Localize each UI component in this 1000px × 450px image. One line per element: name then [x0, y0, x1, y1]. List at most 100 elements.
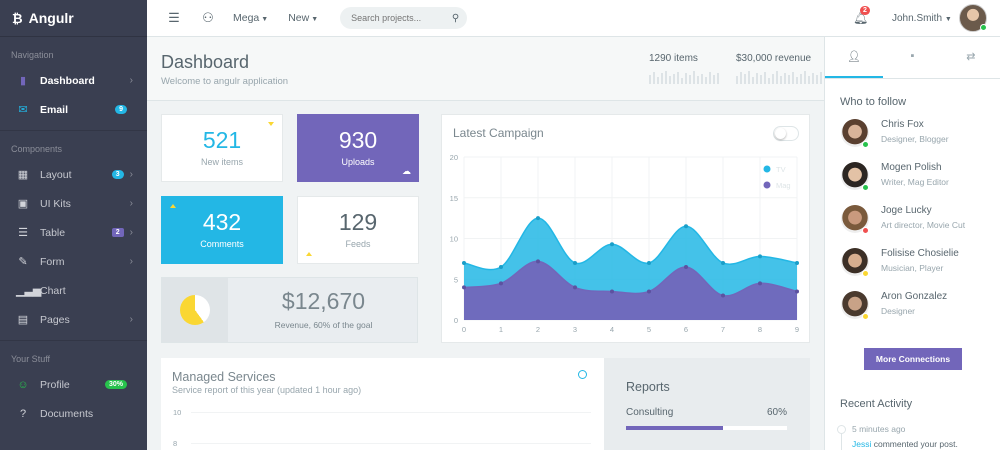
sidebar-item-form[interactable]: ✎ Form ›	[0, 247, 147, 276]
sidebar-item-label: Pages	[40, 313, 70, 326]
data-point	[536, 259, 540, 264]
follow-item[interactable]: Joge Lucky Art director, Movie Cut	[825, 202, 1000, 245]
reports-title: Reports	[626, 380, 670, 394]
chevron-right-icon: ›	[129, 256, 133, 267]
data-point	[684, 224, 688, 229]
user-menu[interactable]: John.Smith ▼	[892, 13, 952, 24]
email-count-badge: 9	[115, 105, 127, 114]
brand-name: Angulr	[28, 10, 74, 26]
question-icon: ?	[19, 407, 27, 420]
avatar[interactable]	[959, 4, 987, 32]
follow-item[interactable]: Folisise Chosielie Musician, Player	[825, 245, 1000, 288]
data-point	[610, 289, 614, 294]
search-icon[interactable]: ⚲	[451, 12, 460, 24]
tile-new-items[interactable]: 521 New items	[161, 114, 283, 182]
sidebar-item-dashboard[interactable]: ▮ Dashboard ›	[0, 66, 147, 95]
tile-value: 930	[338, 127, 378, 153]
person-name[interactable]: Joge Lucky	[881, 205, 932, 216]
caret-down-icon: ▼	[261, 16, 269, 23]
sidebar-item-layout[interactable]: ▦ Layout 3 ›	[0, 160, 147, 189]
sidebar-item-label: Table	[40, 226, 66, 239]
more-connections-button[interactable]: More Connections	[864, 348, 962, 370]
follow-item[interactable]: Aron Gonzalez Designer	[825, 288, 1000, 331]
page-subtitle: Welcome to angulr application	[161, 76, 289, 87]
person-role: Musician, Player	[881, 263, 944, 273]
tab-users[interactable]: 👤︎	[825, 37, 884, 78]
sidebar-item-label: Email	[40, 103, 69, 116]
mega-menu[interactable]: Mega ▼	[233, 12, 268, 24]
status-dot	[862, 141, 869, 148]
sidebar-item-ui-kits[interactable]: ▣ UI Kits ›	[0, 189, 147, 218]
y-tick-label: 5	[454, 275, 458, 284]
status-dot	[862, 227, 869, 234]
activity-message: commented your post.	[873, 439, 958, 449]
tile-value: 521	[202, 127, 242, 153]
legend-marker	[763, 165, 771, 173]
campaign-chart: 0 5 10 15 20 0 1 2 3 4 5 6 7 8 9 TV Mag	[450, 153, 799, 334]
reports-panel: Reports Consulting 60%	[604, 358, 810, 450]
signal-icon: ▁▃▅	[16, 285, 42, 297]
status-dot	[862, 184, 869, 191]
tile-label: New items	[200, 157, 243, 167]
follow-item[interactable]: Mogen Polish Writer, Mag Editor	[825, 159, 1000, 202]
legend-label: TV	[776, 165, 786, 174]
person-role: Designer, Blogger	[881, 134, 949, 144]
sidebar-item-label: UI Kits	[40, 197, 71, 210]
search-input[interactable]	[351, 13, 452, 23]
services-title: Managed Services	[172, 370, 276, 384]
brand[interactable]: ₿ Angulr	[0, 0, 147, 37]
managed-services-panel: Managed Services Service report of this …	[161, 358, 604, 450]
top-navbar: ☰ ⚇ Mega▼ New▼ ⚲ 🔔︎2 John.Smith ▼	[147, 0, 1000, 37]
follow-item[interactable]: Chris Fox Designer, Blogger	[825, 116, 1000, 159]
tile-comments[interactable]: 432 Comments	[161, 196, 283, 264]
tile-uploads[interactable]: 930 Uploads ☁	[297, 114, 419, 182]
campaign-toggle[interactable]	[773, 126, 799, 141]
sidebar-item-email[interactable]: ✉ Email 9	[0, 95, 147, 124]
tab-messages[interactable]: ▪	[883, 37, 941, 78]
triangle-icon	[268, 122, 274, 126]
x-tick-label: 2	[536, 325, 540, 334]
progress-fill	[626, 426, 723, 430]
series-area-mag	[464, 261, 797, 320]
bell-icon[interactable]: 🔔︎ 2	[853, 6, 870, 25]
tile-label: Comments	[200, 239, 244, 249]
person-role: Designer	[881, 306, 916, 316]
who-to-follow-title: Who to follow	[840, 96, 907, 108]
activity-user-link[interactable]: Jessi	[852, 439, 872, 449]
bar-chart-icon: ▮	[19, 75, 27, 87]
status-dot	[862, 313, 869, 320]
mega-menu-label: Mega	[233, 12, 260, 24]
list-icon: ☰	[18, 227, 28, 239]
timeline-line	[841, 429, 842, 450]
sidebar-item-chart[interactable]: ▁▃▅ Chart	[0, 276, 147, 305]
sidebar-item-profile[interactable]: ☺ Profile 30%	[0, 370, 147, 399]
circle-icon[interactable]	[578, 370, 587, 379]
legend-marker	[763, 181, 771, 189]
person-name[interactable]: Chris Fox	[881, 119, 924, 130]
aside-tabs: 👤︎ ▪ ⇄	[825, 37, 1000, 79]
data-point	[647, 289, 651, 294]
toggle-knob	[775, 128, 786, 139]
triangle-icon	[170, 204, 176, 208]
person-name[interactable]: Folisise Chosielie	[881, 248, 959, 259]
user-outline-icon[interactable]: ⚇	[202, 10, 214, 25]
x-tick-label: 3	[573, 325, 577, 334]
revenue-value: $12,670	[281, 288, 366, 314]
timeline-dot	[837, 425, 846, 434]
person-name[interactable]: Aron Gonzalez	[881, 291, 948, 302]
x-tick-label: 9	[795, 325, 799, 334]
new-menu[interactable]: New ▼	[288, 12, 318, 24]
data-point	[462, 260, 466, 265]
tab-transfer[interactable]: ⇄	[942, 37, 1000, 78]
sidebar-item-table[interactable]: ☰ Table 2 ›	[0, 218, 147, 247]
person-name[interactable]: Mogen Polish	[881, 162, 942, 173]
menu-toggle-icon[interactable]: ☰	[168, 10, 180, 25]
x-tick-label: 0	[462, 325, 466, 334]
sidebar-item-documents[interactable]: ? Documents	[0, 399, 147, 428]
sidebar-item-pages[interactable]: ▤ Pages ›	[0, 305, 147, 334]
data-point	[795, 289, 799, 294]
user-icon: ☺	[17, 378, 29, 391]
tile-feeds[interactable]: 129 Feeds	[297, 196, 419, 264]
revenue-caption: Revenue, 60% of the goal	[274, 320, 373, 330]
services-y-tick: 8	[173, 439, 178, 448]
